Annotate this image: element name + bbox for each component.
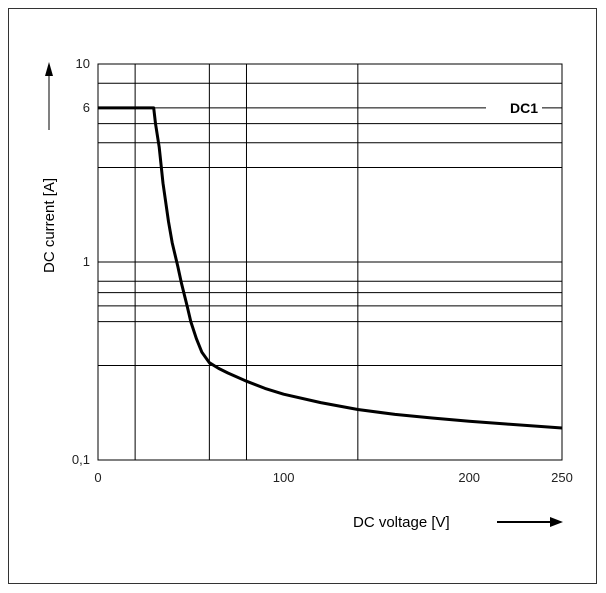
- grid: [98, 64, 562, 460]
- y-tick-label: 10: [76, 56, 90, 71]
- y-tick-labels: 0,1 1 6 10: [72, 56, 90, 467]
- x-tick-label: 250: [551, 470, 573, 485]
- y-tick-label: 1: [83, 254, 90, 269]
- x-axis-arrowhead: [550, 517, 563, 527]
- x-tick-label: 0: [94, 470, 101, 485]
- plot-border: [97, 63, 563, 461]
- chart-frame: [8, 8, 597, 584]
- x-tick-label: 200: [458, 470, 480, 485]
- legend-background: [486, 98, 542, 117]
- y-axis-arrowhead: [45, 62, 53, 76]
- x-axis-title: DC voltage [V]: [353, 514, 450, 531]
- y-tick-label: 6: [83, 100, 90, 115]
- x-tick-label: 100: [273, 470, 295, 485]
- y-axis-title: DC current [A]: [41, 178, 58, 273]
- series-line-dc1: [98, 106, 563, 430]
- legend-label-dc1: DC1: [510, 100, 538, 116]
- y-tick-label: 0,1: [72, 452, 90, 467]
- x-tick-labels: 0 100 200 250: [94, 470, 572, 485]
